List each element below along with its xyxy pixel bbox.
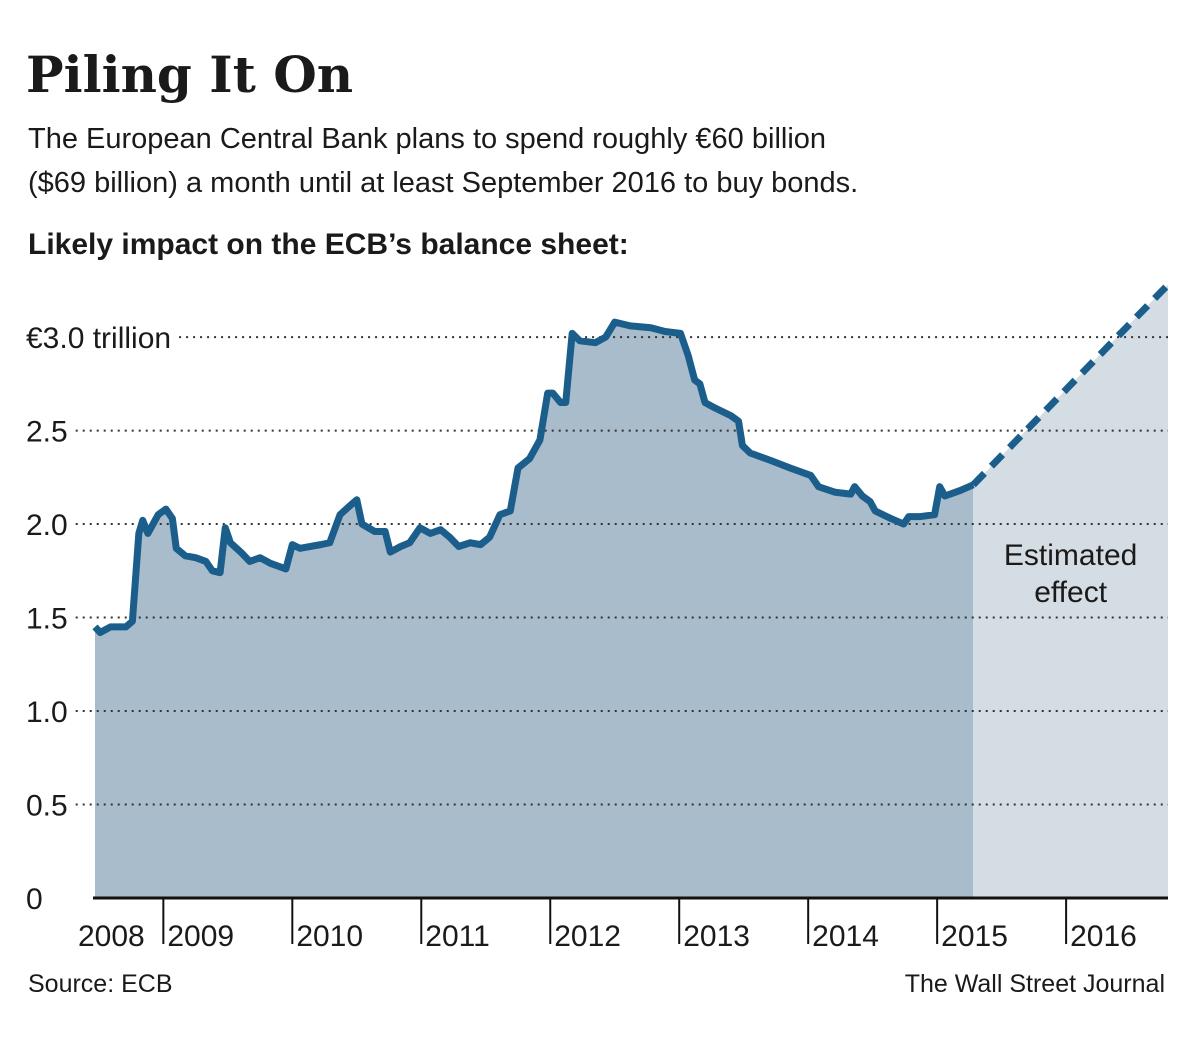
- x-tick-label: 2014: [812, 920, 879, 953]
- x-tick-label: 2015: [941, 920, 1008, 953]
- credit: The Wall Street Journal: [905, 970, 1165, 998]
- x-tick-label: 2008: [78, 920, 145, 953]
- line: [970, 282, 1171, 488]
- x-tick-label: 2012: [554, 920, 621, 953]
- annotation: Estimated: [1004, 539, 1137, 572]
- x-tick-label: 2009: [167, 920, 234, 953]
- y-tick-label: 2.0: [26, 509, 68, 542]
- subtitle: ($69 billion) a month until at least Sep…: [28, 167, 858, 199]
- y-tick-label: 2.5: [26, 416, 68, 449]
- y-tick-label: 1.0: [26, 696, 68, 729]
- chart-heading: Likely impact on the ECB’s balance sheet…: [28, 228, 629, 261]
- y-tick-label: 1.5: [26, 603, 68, 636]
- chart-title: Piling It On: [26, 45, 353, 104]
- x-tick-label: 2016: [1070, 920, 1137, 953]
- source: Source: ECB: [28, 970, 173, 998]
- x-tick-label: 2011: [425, 920, 490, 953]
- y-tick-label: 0.5: [26, 790, 68, 823]
- y-tick-label: 0: [26, 883, 43, 916]
- x-tick-label: 2010: [296, 920, 363, 953]
- area: [95, 322, 974, 899]
- subtitle: The European Central Bank plans to spend…: [28, 123, 826, 155]
- annotation: effect: [1034, 576, 1107, 609]
- y-tick-label: €3.0 trillion: [26, 322, 171, 355]
- line: [92, 318, 975, 637]
- x-tick-label: 2013: [683, 920, 750, 953]
